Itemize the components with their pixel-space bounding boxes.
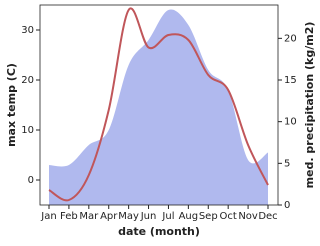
- y2-tick-label: 5: [284, 158, 290, 169]
- y2-axis-label: med. precipitation (kg/m2): [303, 22, 316, 189]
- x-tick-label: Dec: [258, 211, 277, 222]
- precip-area: [49, 9, 268, 206]
- y-tick-label: 20: [21, 75, 34, 86]
- x-tick-label: Mar: [79, 211, 99, 222]
- y2-tick-label: 15: [284, 75, 297, 86]
- y2-tick-label: 20: [284, 33, 297, 44]
- y-tick-label: 30: [21, 25, 34, 36]
- y-tick-label: 10: [21, 125, 34, 136]
- x-tick-label: Jul: [161, 211, 174, 222]
- x-tick-label: Apr: [100, 211, 118, 222]
- y2-tick-label: 0: [284, 200, 290, 211]
- chart: date (month) max temp (C) med. precipita…: [5, 4, 316, 238]
- x-tick-label: Jun: [140, 211, 157, 222]
- x-tick-label: Feb: [60, 211, 78, 222]
- y2-tick-label: 10: [284, 117, 297, 128]
- plot-frame: [39, 4, 279, 206]
- x-tick-label: May: [118, 211, 139, 222]
- x-tick-label: Oct: [220, 211, 237, 222]
- y-axis-label: max temp (C): [5, 63, 18, 147]
- x-tick-label: Sep: [199, 211, 218, 222]
- y-tick-label: 0: [28, 175, 34, 186]
- x-tick-label: Jan: [40, 211, 56, 222]
- temp-line: [48, 7, 269, 202]
- x-tick-label: Nov: [238, 211, 258, 222]
- x-axis-label: date (month): [118, 225, 200, 238]
- x-tick-label: Aug: [179, 211, 199, 222]
